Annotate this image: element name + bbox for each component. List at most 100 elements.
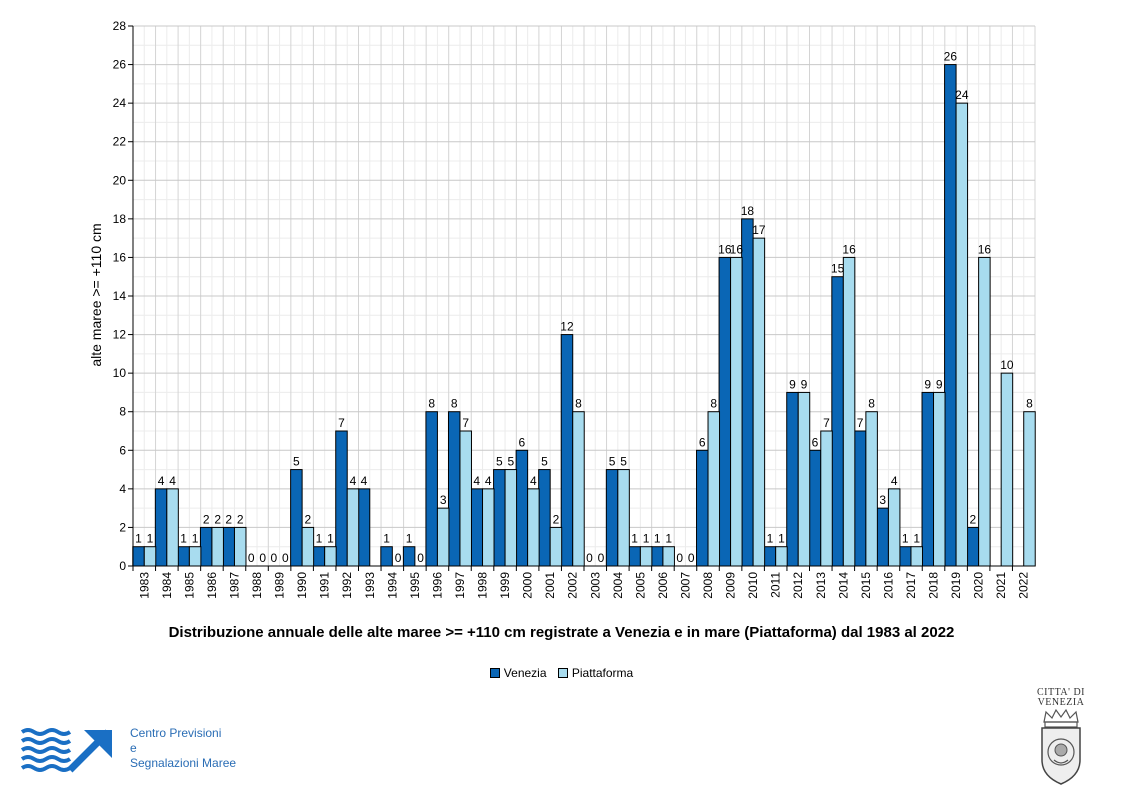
bar-piattaforma <box>301 526 315 567</box>
bar-piattaforma <box>842 256 856 567</box>
bar-piattaforma <box>549 526 563 567</box>
x-tick-label: 1983 <box>137 572 151 599</box>
coat-of-arms-icon <box>1041 708 1081 785</box>
data-label: 1 <box>665 532 672 546</box>
data-label: 1 <box>767 532 774 546</box>
x-tick-label: 2004 <box>611 572 625 599</box>
bar-venezia <box>696 449 709 567</box>
org-name-line: Centro Previsioni <box>130 726 222 740</box>
x-tick-label: 2017 <box>904 572 918 599</box>
bar-piattaforma <box>572 411 585 567</box>
bar-piattaforma <box>707 411 721 567</box>
bar-piattaforma <box>527 488 540 567</box>
bar-piattaforma <box>978 256 991 567</box>
data-label: 7 <box>462 416 469 430</box>
data-label: 1 <box>383 532 390 546</box>
x-tick-label: 1995 <box>408 572 422 599</box>
bar-piattaforma <box>910 546 923 567</box>
x-tick-label: 1992 <box>340 572 354 599</box>
bar-venezia <box>515 449 529 567</box>
x-tick-label: 2015 <box>859 572 873 599</box>
data-label: 0 <box>598 551 605 565</box>
data-label: 1 <box>913 532 920 546</box>
data-label: 0 <box>259 551 266 565</box>
data-label: 0 <box>676 551 683 565</box>
x-tick-label: 2002 <box>566 572 580 599</box>
data-label: 4 <box>361 474 368 488</box>
bar-venezia <box>335 430 348 567</box>
legend: Venezia Piattaforma <box>0 666 1123 681</box>
city-seal: CITTA' DI VENEZIA <box>1032 688 1090 791</box>
data-label: 1 <box>654 532 661 546</box>
chart-title: Distribuzione annuale delle alte maree >… <box>168 624 955 641</box>
bars <box>132 64 1036 567</box>
data-label: 8 <box>575 397 582 411</box>
bar-piattaforma <box>482 488 495 567</box>
x-tick-label: 2013 <box>814 572 828 599</box>
legend-swatch-venezia <box>489 668 500 678</box>
bar-piattaforma <box>346 488 360 567</box>
x-tick-label: 1988 <box>250 572 264 599</box>
data-label: 7 <box>338 416 345 430</box>
bar-venezia <box>290 469 303 567</box>
bar-piattaforma <box>233 526 247 567</box>
bar-piattaforma <box>933 391 946 567</box>
data-label: 5 <box>507 455 514 469</box>
y-tick-label: 18 <box>113 212 127 226</box>
y-tick-label: 24 <box>113 96 127 110</box>
data-label: 2 <box>970 512 977 526</box>
x-tick-label: 2005 <box>633 572 647 599</box>
x-tick-label: 1993 <box>363 572 377 599</box>
x-tick-label: 1999 <box>498 572 512 599</box>
bar-venezia <box>447 411 461 567</box>
legend-label-piattaforma: Piattaforma <box>571 666 634 680</box>
bar-venezia <box>402 546 416 567</box>
data-label: 5 <box>609 455 616 469</box>
bar-venezia <box>425 411 438 567</box>
x-tick-label: 2003 <box>588 572 602 599</box>
bar-venezia <box>470 488 484 567</box>
x-tick-label: 1998 <box>476 572 490 599</box>
y-axis-title: alte maree >= +110 cm <box>88 223 104 366</box>
bar-venezia <box>921 391 935 567</box>
bar-venezia <box>199 526 213 567</box>
bar-venezia <box>966 526 980 567</box>
data-label: 10 <box>1000 358 1014 372</box>
seal-text-line: VENEZIA <box>1037 697 1085 708</box>
data-label: 16 <box>842 242 856 256</box>
data-label: 3 <box>879 493 886 507</box>
bar-piattaforma <box>459 430 472 567</box>
bar-piattaforma <box>143 546 157 567</box>
bar-venezia <box>312 546 326 567</box>
data-label: 8 <box>1026 397 1033 411</box>
data-label: 2 <box>553 512 560 526</box>
x-tick-label: 1987 <box>227 572 241 599</box>
legend-item-piattaforma: Piattaforma <box>557 666 634 680</box>
bar-piattaforma <box>887 488 901 567</box>
bar-venezia <box>944 64 957 567</box>
x-tick-label: 1984 <box>160 572 174 599</box>
data-label: 4 <box>350 474 357 488</box>
data-label: 8 <box>868 397 875 411</box>
x-tick-label: 2010 <box>746 572 760 599</box>
data-label: 5 <box>541 455 548 469</box>
x-tick-label: 2001 <box>543 572 557 599</box>
data-label: 8 <box>710 397 717 411</box>
data-label: 4 <box>158 474 165 488</box>
data-label: 5 <box>293 455 300 469</box>
bar-piattaforma <box>211 526 224 567</box>
bar-piattaforma <box>775 546 788 567</box>
x-tick-label: 2016 <box>881 572 895 599</box>
bar-piattaforma <box>662 546 675 567</box>
data-label: 7 <box>857 416 864 430</box>
data-label: 3 <box>440 493 447 507</box>
x-tick-label: 2000 <box>521 572 535 599</box>
data-label: 8 <box>428 397 435 411</box>
x-tick-label: 2019 <box>949 572 963 599</box>
data-label: 1 <box>316 532 323 546</box>
data-label: 16 <box>730 242 744 256</box>
bar-venezia <box>628 546 641 567</box>
bar-piattaforma <box>504 469 518 567</box>
x-tick-label: 1986 <box>205 572 219 599</box>
